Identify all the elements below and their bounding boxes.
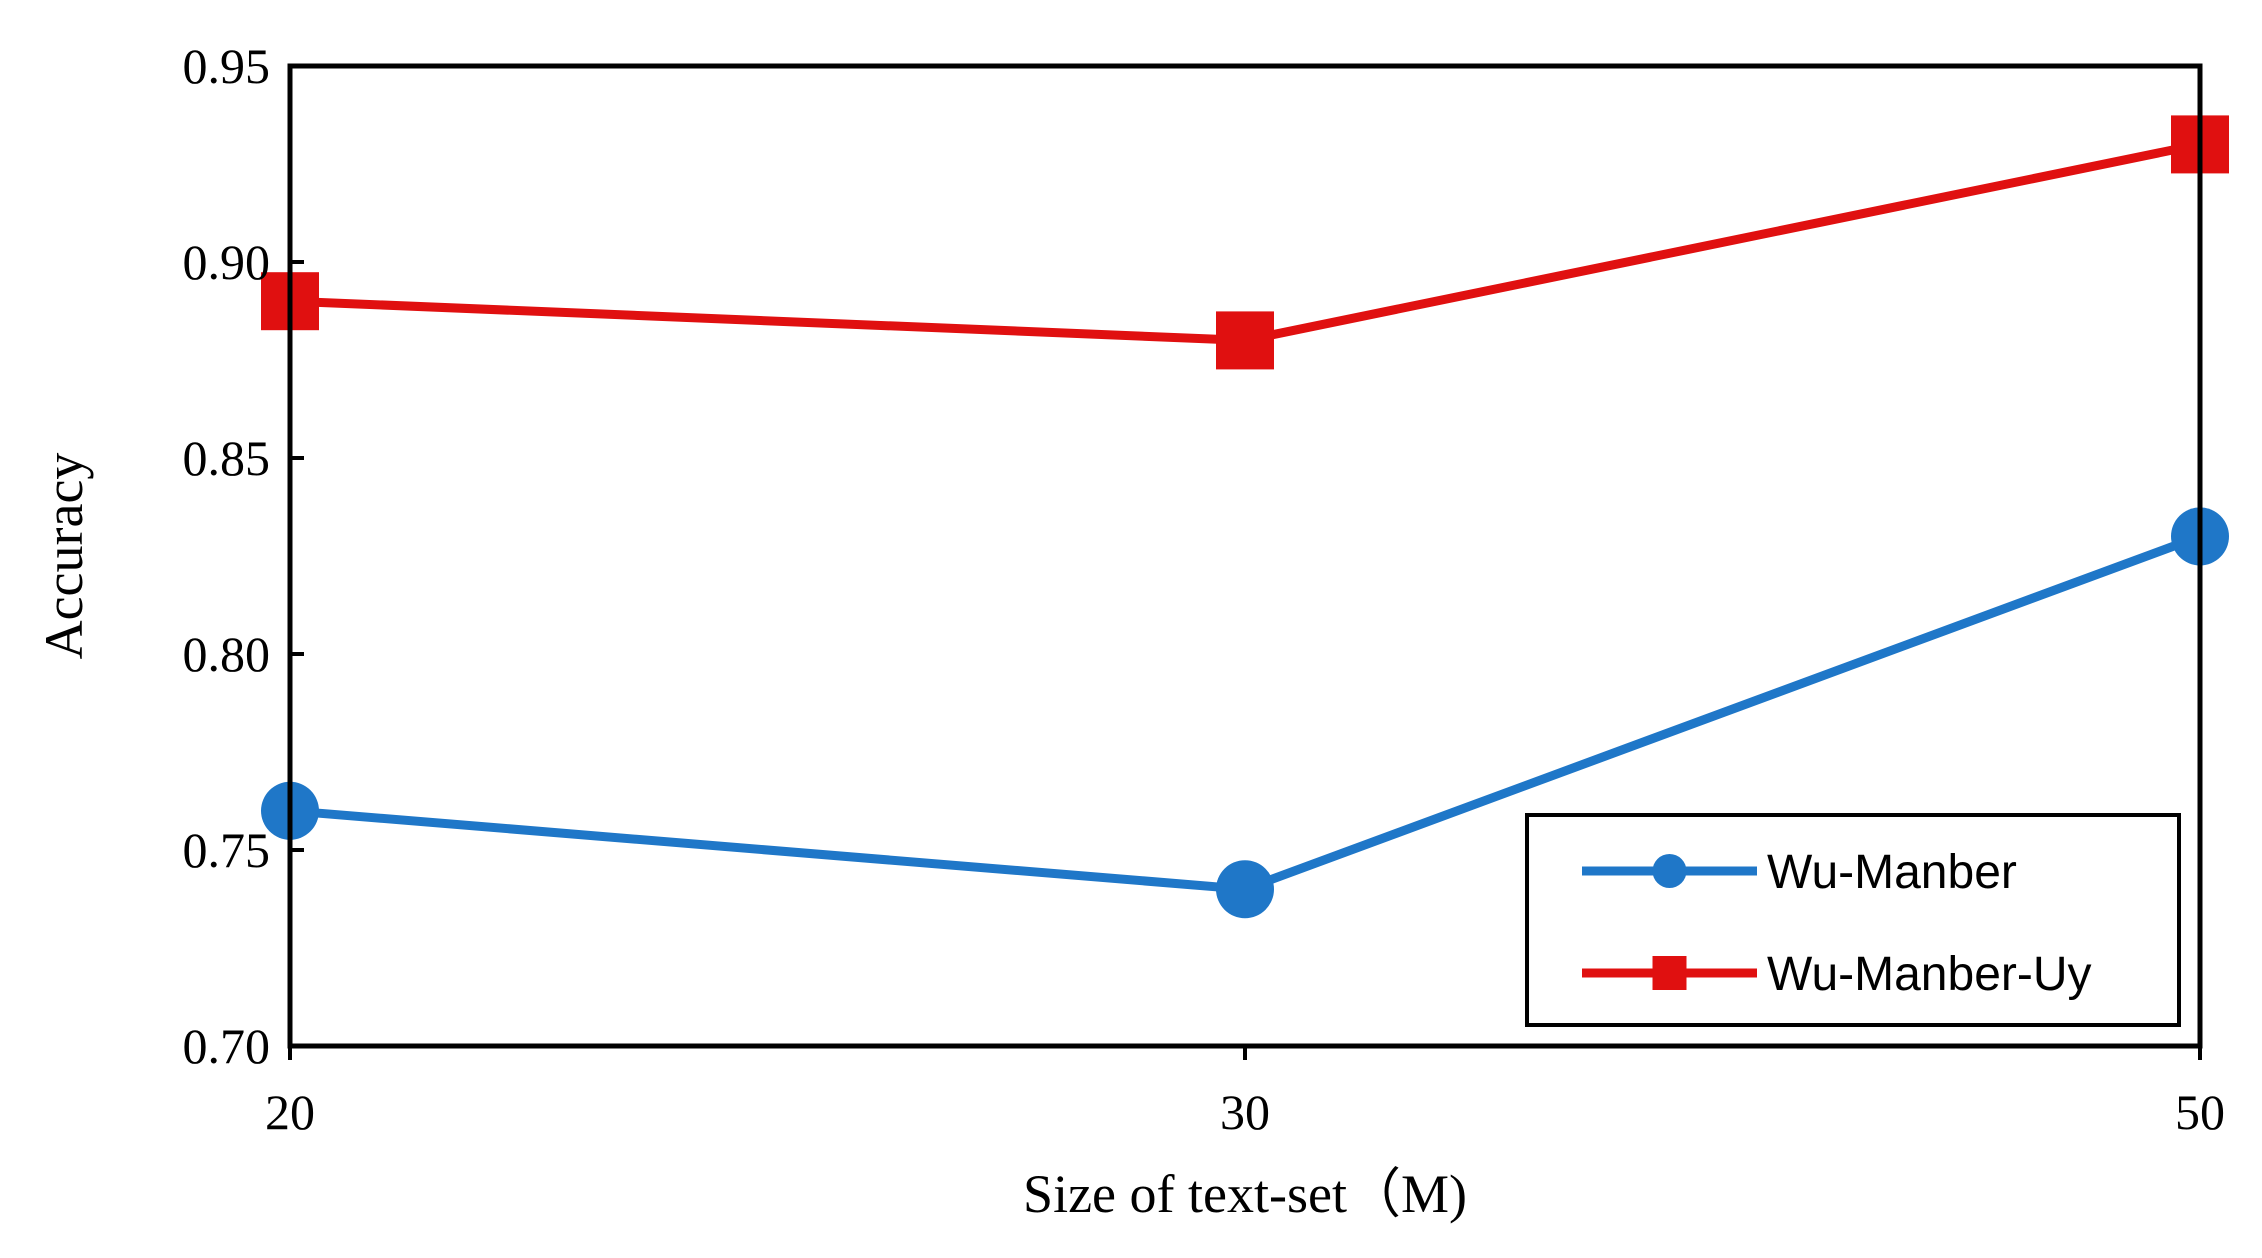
y-axis-ticks: 0.70 0.75 0.80 0.85 0.90 0.95 — [183, 38, 304, 1074]
y-tick-label: 0.95 — [183, 38, 271, 94]
y-axis-title: Accuracy — [34, 453, 94, 660]
x-tick-label: 20 — [265, 1084, 315, 1140]
data-point — [1216, 311, 1274, 370]
data-point — [1216, 860, 1274, 919]
y-tick-label: 0.75 — [183, 822, 271, 878]
legend-item: Wu-Manber — [1582, 846, 2017, 899]
y-tick-label: 0.70 — [183, 1018, 271, 1074]
legend-box — [1525, 813, 2181, 1027]
legend-label: Wu-Manber-Uy — [1767, 948, 2092, 1001]
legend: Wu-Manber Wu-Manber-Uy — [1525, 813, 2181, 1027]
series-line — [289, 139, 2201, 345]
legend-item: Wu-Manber-Uy — [1582, 948, 2092, 1001]
x-axis-title: Size of text-set（M) — [1023, 1164, 1467, 1224]
legend-marker — [1652, 956, 1687, 990]
x-tick-label: 30 — [1220, 1084, 1270, 1140]
series-group — [261, 115, 2229, 919]
legend-marker — [1652, 854, 1687, 888]
legend-label: Wu-Manber — [1767, 846, 2017, 899]
y-tick-label: 0.80 — [183, 626, 271, 682]
x-axis-ticks: 20 30 50 — [265, 1046, 2225, 1140]
series-1 — [261, 115, 2229, 370]
x-tick-label: 50 — [2175, 1084, 2225, 1140]
y-tick-label: 0.85 — [183, 430, 271, 486]
y-tick-label: 0.90 — [183, 234, 271, 290]
